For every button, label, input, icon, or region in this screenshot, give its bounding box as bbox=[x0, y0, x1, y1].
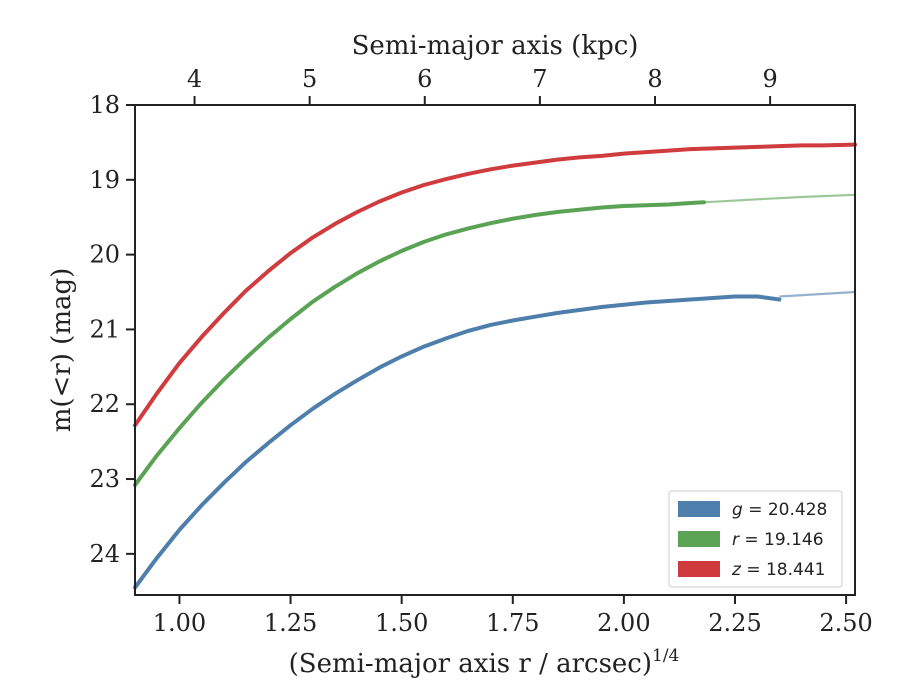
legend-swatch-g bbox=[678, 501, 720, 517]
legend-label-g: g = 20.428 bbox=[732, 500, 827, 520]
top-x-tick-label: 4 bbox=[187, 65, 202, 93]
y-axis-title: m(<r) (mag) bbox=[47, 268, 77, 433]
legend: g = 20.428 r = 19.146 z = 18.441 bbox=[668, 490, 843, 588]
legend-swatch-z bbox=[678, 561, 720, 577]
series-layer bbox=[133, 142, 857, 590]
y-tick-label: 20 bbox=[89, 241, 120, 269]
plot-frame bbox=[134, 104, 856, 596]
x-tick-label: 2.50 bbox=[819, 609, 872, 637]
x-axis-title-main: (Semi-major axis r / arcsec) bbox=[289, 649, 652, 679]
legend-entries: g = 20.428 r = 19.146 z = 18.441 bbox=[678, 500, 827, 580]
y-tick-label: 23 bbox=[89, 465, 120, 493]
x-axis-title-exponent: 1/4 bbox=[652, 646, 679, 666]
y-tick-label: 22 bbox=[89, 390, 120, 418]
legend-label-z: z = 18.441 bbox=[731, 560, 825, 580]
series-g-extension bbox=[779, 290, 856, 298]
x-tick-label: 2.00 bbox=[597, 609, 650, 637]
x-tick-label: 1.75 bbox=[486, 609, 539, 637]
y-tick-label: 21 bbox=[89, 315, 120, 343]
y-tick-label: 19 bbox=[89, 166, 120, 194]
series-g-line bbox=[133, 294, 782, 590]
ticks-layer: 1.00 1.25 1.50 1.75 2.00 2.25 2.50 18 19 20 21 22 23… bbox=[89, 65, 872, 637]
y-tick-label: 24 bbox=[89, 540, 120, 568]
series-z-line bbox=[133, 142, 857, 428]
y-tick-label: 18 bbox=[89, 91, 120, 119]
top-x-tick-label: 7 bbox=[532, 65, 547, 93]
legend-swatch-r bbox=[678, 531, 720, 547]
series-r-extension bbox=[703, 193, 856, 204]
series-r-line bbox=[133, 200, 706, 487]
x-tick-label: 2.25 bbox=[708, 609, 761, 637]
x-tick-label: 1.50 bbox=[375, 609, 428, 637]
top-x-tick-label: 8 bbox=[647, 65, 662, 93]
x-axis-title: (Semi-major axis r / arcsec)1/4 bbox=[289, 646, 680, 679]
top-axis-title: Semi-major axis (kpc) bbox=[352, 31, 639, 61]
x-tick-label: 1.00 bbox=[153, 609, 206, 637]
legend-label-r: r = 19.146 bbox=[732, 530, 824, 550]
top-x-tick-label: 9 bbox=[762, 65, 777, 93]
x-tick-label: 1.25 bbox=[264, 609, 317, 637]
top-x-tick-label: 6 bbox=[417, 65, 432, 93]
top-x-tick-label: 5 bbox=[302, 65, 317, 93]
